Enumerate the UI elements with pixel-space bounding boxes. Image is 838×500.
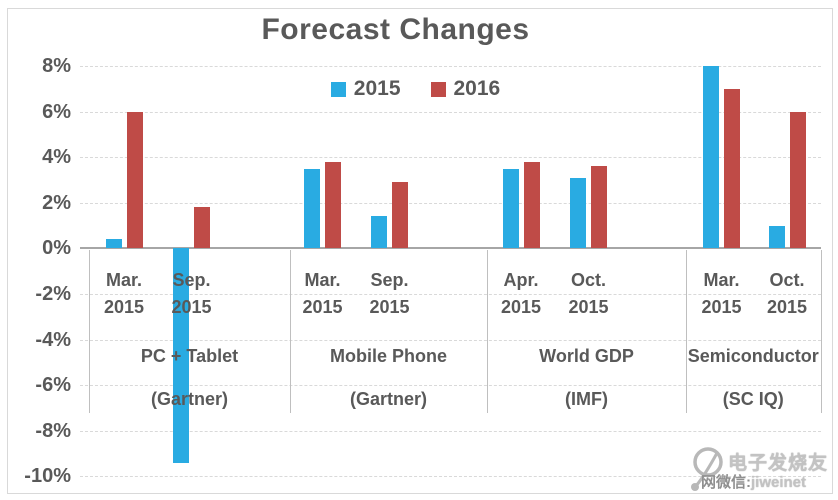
- bar-2015: [304, 168, 320, 249]
- group-name-label: Mobile Phone: [330, 346, 447, 366]
- jiweinet-logo-icon: [691, 447, 723, 491]
- group-source-label: (IMF): [565, 389, 608, 409]
- bar-2016: [789, 111, 806, 249]
- watermark-wechat-text: 网微信:jiweinet: [701, 471, 806, 492]
- y-axis-tick-label: -8%: [35, 419, 71, 442]
- bar-2015: [173, 248, 189, 463]
- bar-2016: [392, 182, 408, 249]
- y-axis-tick-label: -10%: [24, 465, 71, 488]
- watermark: 电子发烧友 网微信:jiweinet: [688, 444, 836, 498]
- legend-label-2016: 2016: [453, 77, 501, 100]
- category-month-label: Apr.: [503, 270, 539, 290]
- y-axis-tick-label: 0%: [42, 237, 71, 260]
- category-year-label: 2015: [500, 297, 542, 317]
- bar-2015: [502, 168, 519, 249]
- category-separator-line: [290, 250, 291, 413]
- category-month-label: Sep.: [172, 270, 211, 290]
- legend-item-2016: 2016: [430, 77, 501, 101]
- y-axis-tick-label: -6%: [35, 374, 71, 397]
- bar-2015: [703, 66, 719, 249]
- bar-2016: [325, 161, 341, 249]
- bar-2015: [105, 239, 122, 249]
- grid-line: [80, 385, 821, 387]
- category-separator-line: [686, 250, 687, 413]
- watermark-wechat-prefix: 网微信:: [701, 474, 751, 491]
- category-month-label: Sep.: [370, 270, 409, 290]
- category-year-label: 2015: [568, 297, 609, 317]
- grid-line: [80, 202, 821, 204]
- chart-border: [7, 8, 833, 494]
- bar-2016: [126, 111, 143, 249]
- y-axis-tick-label: 4%: [42, 146, 71, 169]
- category-year-label: 2015: [103, 297, 145, 317]
- bar-2015: [570, 177, 586, 249]
- legend-swatch-2016-icon: [430, 81, 446, 97]
- category-year-label: 2015: [171, 297, 212, 317]
- grid-line: [80, 339, 821, 341]
- y-axis-tick-label: 6%: [42, 100, 71, 123]
- chart-title: Forecast Changes: [261, 13, 530, 46]
- category-year-label: 2015: [701, 297, 742, 317]
- chart-legend: 2015 2016: [88, 74, 743, 104]
- legend-swatch-2015-icon: [330, 81, 346, 97]
- y-axis-tick-label: 8%: [42, 55, 71, 77]
- group-name-label: Semiconductor: [687, 346, 819, 366]
- category-month-label: Mar.: [105, 270, 143, 290]
- bar-2015: [768, 225, 785, 249]
- category-month-label: Oct.: [570, 270, 606, 290]
- y-axis-tick-label: -2%: [35, 283, 71, 305]
- group-source-label: (SC IQ): [722, 389, 784, 409]
- bar-2015: [371, 216, 387, 249]
- grid-line: [80, 111, 821, 113]
- category-year-label: 2015: [369, 297, 410, 317]
- legend-label-2015: 2015: [353, 77, 401, 100]
- grid-line: [80, 294, 821, 295]
- category-separator-line: [89, 250, 90, 413]
- category-month-label: Mar.: [304, 270, 341, 290]
- watermark-wechat-id: jiweinet: [751, 474, 807, 491]
- bar-2016: [523, 161, 540, 249]
- grid-line: [80, 157, 821, 159]
- category-month-label: Oct.: [769, 270, 805, 290]
- grid-line: [80, 476, 821, 478]
- bar-2016: [194, 207, 210, 249]
- bar-2016: [724, 88, 740, 249]
- zero-axis-line: [80, 247, 821, 250]
- watermark-brand-text: 电子发烧友: [728, 453, 829, 474]
- group-name-label: PC + Tablet: [140, 346, 239, 366]
- category-month-label: Mar.: [703, 270, 740, 290]
- group-source-label: (Gartner): [150, 389, 228, 409]
- category-separator-line: [820, 250, 822, 413]
- y-axis-tick-label: -4%: [35, 328, 71, 351]
- legend-item-2015: 2015: [330, 77, 401, 101]
- grid-line: [80, 430, 821, 432]
- grid-line: [80, 66, 821, 67]
- category-year-label: 2015: [302, 297, 343, 317]
- bar-2016: [591, 166, 607, 249]
- group-name-label: World GDP: [539, 346, 634, 366]
- category-separator-line: [487, 250, 488, 413]
- category-year-label: 2015: [766, 297, 808, 317]
- y-axis-tick-label: 2%: [42, 191, 71, 214]
- group-source-label: (Gartner): [349, 389, 427, 409]
